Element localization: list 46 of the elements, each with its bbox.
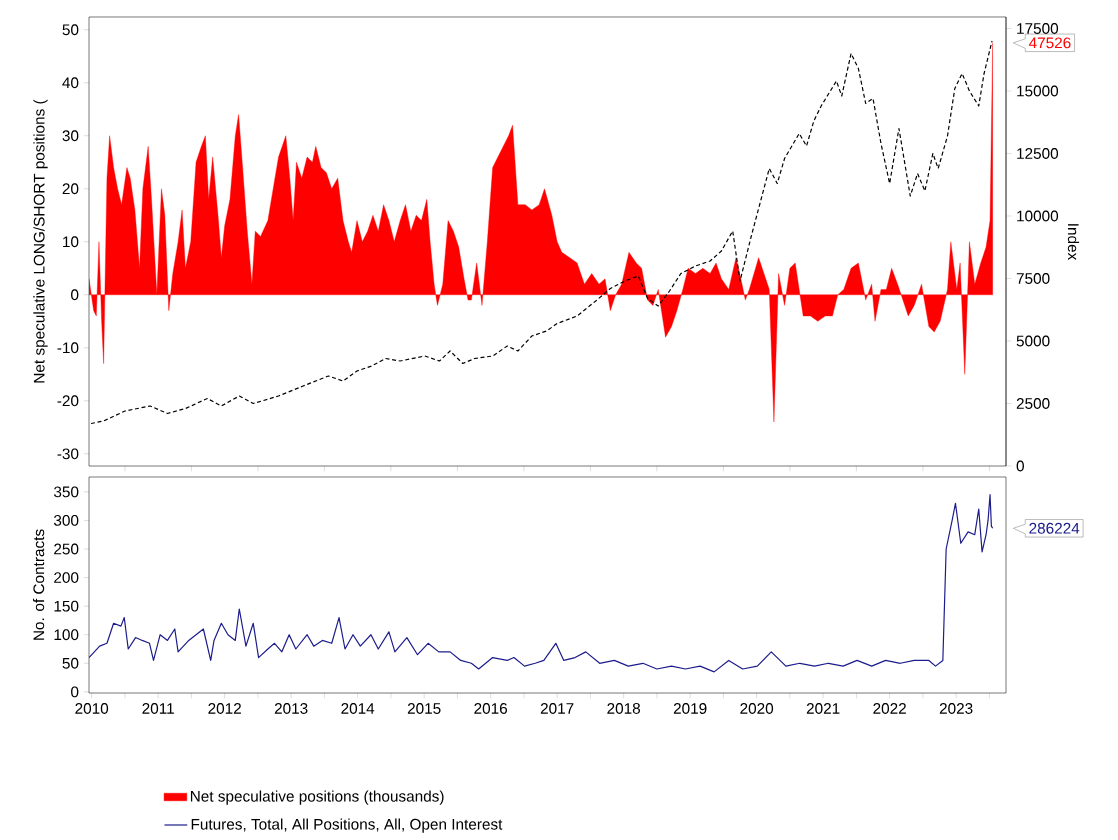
x-tick-label: 2023 (939, 703, 973, 714)
x-tick-label: 2021 (806, 703, 840, 714)
legend-label: Futures, Total, All Positions, All, Open Interest (191, 818, 503, 833)
y-tick-label: 150 (54, 600, 79, 612)
y2-axis-title: Index (1067, 224, 1080, 261)
x-tick-label: 2013 (274, 703, 308, 714)
y-tick-label: 40 (62, 77, 79, 89)
x-tick-label: 2017 (540, 703, 574, 714)
x-tick-label: 2018 (607, 703, 641, 714)
y-tick-label: 50 (62, 24, 79, 36)
legend-label: Net speculative positions (thousands) (190, 790, 444, 805)
x-tick-label: 2011 (142, 703, 174, 714)
y2-tick-label: 2500 (1016, 398, 1050, 409)
y-tick-label: 100 (54, 629, 79, 641)
y2-tick-label: 15000 (1017, 85, 1059, 97)
y-tick-label: -30 (57, 448, 79, 460)
annotation: 286224 (1029, 522, 1080, 534)
y-tick-label: 10 (63, 236, 79, 248)
y2-tick-label: 17500 (1017, 23, 1059, 34)
y-axis-title: Net speculative LONG/SHORT positions ( (33, 99, 48, 383)
x-tick-label: 2019 (673, 703, 707, 714)
y2-tick-label: 7500 (1016, 273, 1050, 284)
y-axis-title: No. of Contracts (32, 529, 45, 640)
y2-tick-label: 10000 (1017, 210, 1059, 222)
x-tick-label: 2020 (740, 703, 774, 714)
y-tick-label: 30 (62, 130, 79, 142)
y-tick-label: 300 (53, 515, 79, 526)
x-tick-label: 2016 (474, 703, 508, 714)
y-tick-label: -10 (57, 342, 79, 354)
y2-tick-label: 5000 (1016, 335, 1050, 347)
y-tick-label: 250 (54, 543, 79, 555)
y2-tick-label: 0 (1016, 460, 1024, 472)
y-tick-label: 0 (71, 686, 79, 698)
y2-tick-label: 12500 (1017, 148, 1059, 159)
y-tick-label: 50 (62, 657, 79, 669)
annotation: 47526 (1028, 37, 1071, 49)
y-tick-label: 200 (54, 572, 79, 583)
x-tick-label: 2014 (341, 703, 375, 714)
y-tick-label: 350 (53, 486, 79, 498)
y-tick-label: -20 (57, 395, 79, 407)
x-tick-label: 2015 (407, 703, 441, 714)
y-tick-label: 0 (71, 289, 79, 301)
x-tick-label: 2022 (873, 703, 906, 714)
y-tick-label: 20 (62, 183, 79, 195)
x-tick-label: 2012 (208, 703, 241, 714)
x-tick-label: 2010 (75, 703, 109, 714)
